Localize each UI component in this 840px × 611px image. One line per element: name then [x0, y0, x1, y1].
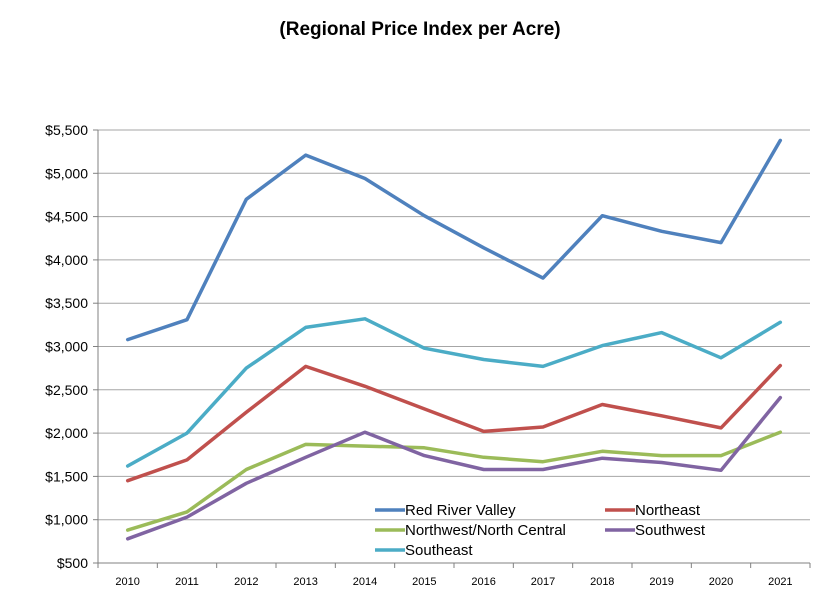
y-axis-ticks: $500 $1,000 $1,500 $2,000 $2,500 $3,000 $3,500…: [45, 122, 98, 571]
x-tick-label: 2010: [115, 576, 139, 588]
x-tick-label: 2013: [293, 576, 317, 588]
x-tick-label: 2014: [353, 576, 377, 588]
legend-label: Red River Valley: [405, 502, 516, 519]
series-line: [125, 430, 783, 532]
y-tick-label: $4,500: [45, 209, 88, 225]
x-axis-ticks: 2010 2011 2012 2013 2014 2015 2016 2017 2018 2019…: [97, 563, 811, 588]
y-tick-label: $3,500: [45, 295, 88, 311]
y-tick-label: $4,000: [45, 252, 88, 268]
x-tick-label: 2017: [531, 576, 555, 588]
y-tick-label: $500: [57, 555, 88, 571]
legend-label: Southwest: [635, 522, 706, 539]
series-line: [125, 363, 783, 483]
x-tick-label: 2016: [471, 576, 495, 588]
x-tick-label: 2020: [709, 576, 733, 588]
legend-label: Southeast: [405, 542, 473, 559]
x-tick-label: 2018: [590, 576, 614, 588]
legend-label: Northwest/North Central: [405, 522, 566, 539]
series-lines: [125, 138, 783, 541]
legend-label: Northeast: [635, 502, 701, 519]
x-tick-label: 2015: [412, 576, 436, 588]
legend: Red River Valley Northeast Northwest/North…: [375, 502, 706, 559]
y-tick-label: $3,000: [45, 339, 88, 355]
chart-title: (Regional Price Index per Acre): [279, 19, 560, 40]
y-tick-label: $5,500: [45, 122, 88, 138]
series-line: [125, 317, 783, 468]
x-tick-label: 2019: [649, 576, 673, 588]
y-tick-label: $1,500: [45, 468, 88, 484]
y-tick-label: $5,000: [45, 165, 88, 181]
x-tick-label: 2011: [175, 576, 199, 588]
series-line: [125, 395, 783, 541]
y-tick-label: $1,000: [45, 512, 88, 528]
x-tick-label: 2021: [768, 576, 792, 588]
x-tick-label: 2012: [234, 576, 258, 588]
y-tick-label: $2,000: [45, 425, 88, 441]
series-line: [125, 138, 783, 342]
y-tick-label: $2,500: [45, 382, 88, 398]
